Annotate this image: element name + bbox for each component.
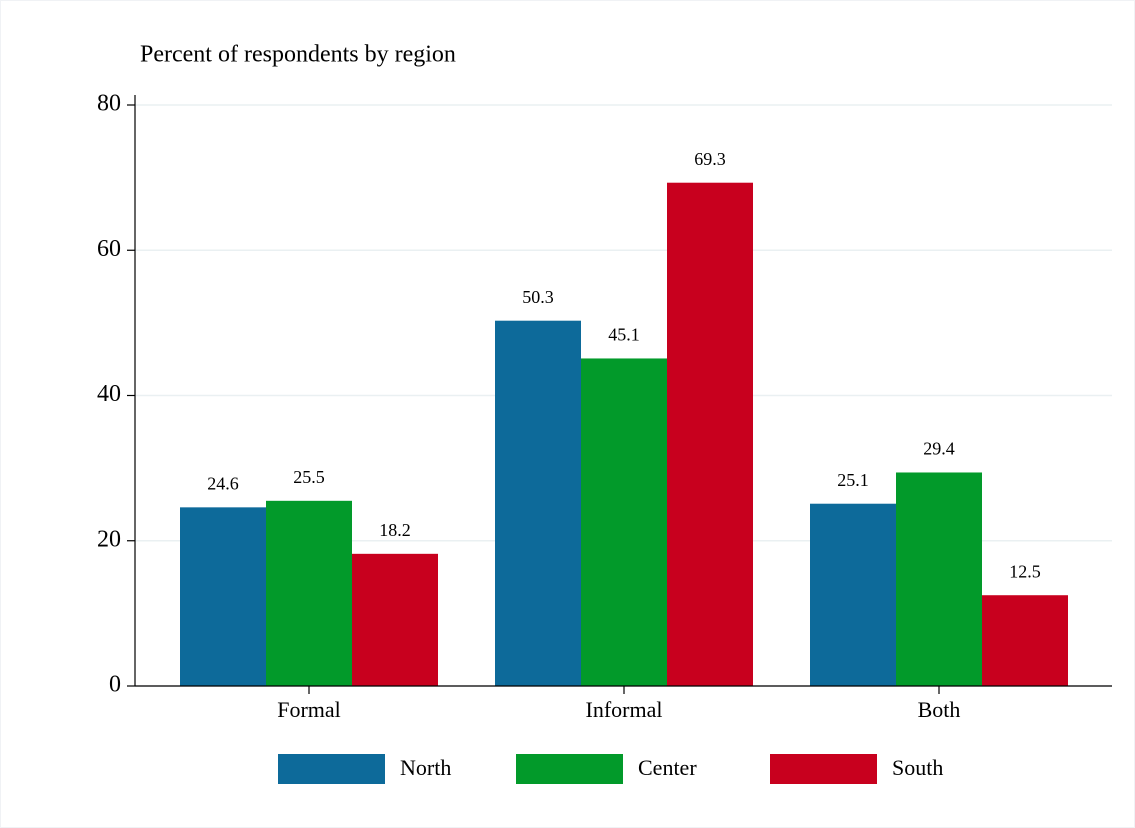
x-tick-label: Informal (586, 697, 663, 722)
y-tick-label: 0 (109, 672, 121, 698)
legend-label: South (892, 755, 943, 780)
bar (982, 595, 1068, 686)
value-label: 18.2 (379, 520, 411, 540)
value-label: 45.1 (608, 325, 640, 345)
y-tick-label: 60 (97, 236, 121, 262)
y-tick-label: 40 (97, 381, 121, 407)
bar (352, 553, 438, 686)
value-label: 69.3 (694, 149, 726, 169)
value-label: 25.5 (293, 467, 325, 487)
chart-title: Percent of respondents by region (140, 42, 456, 68)
bar (495, 320, 581, 686)
value-label: 12.5 (1009, 561, 1041, 581)
bar (810, 503, 896, 686)
value-label: 29.4 (923, 439, 955, 459)
legend-swatch (770, 754, 877, 784)
x-tick-label: Both (918, 697, 961, 722)
bar (581, 358, 667, 686)
value-label: 24.6 (207, 473, 239, 493)
legend-label: North (400, 755, 451, 780)
bar (667, 182, 753, 687)
y-tick-label: 80 (97, 91, 121, 117)
legend-swatch (278, 754, 385, 784)
x-tick-label: Formal (277, 697, 341, 722)
value-label: 50.3 (522, 287, 554, 307)
bar (180, 507, 266, 686)
bar (266, 500, 352, 686)
bar (896, 472, 982, 686)
legend-swatch (516, 754, 623, 784)
legend-label: Center (638, 755, 697, 780)
y-tick-label: 20 (97, 526, 121, 552)
value-label: 25.1 (837, 470, 869, 490)
